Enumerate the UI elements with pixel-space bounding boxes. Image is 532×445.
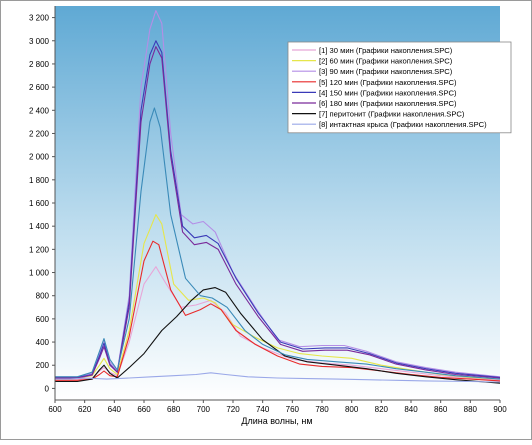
x-tick-label: 620 xyxy=(78,405,92,414)
x-axis-label: Длина волны, нм xyxy=(241,416,312,426)
y-tick-label: 1 600 xyxy=(29,199,50,208)
legend-entry-label: [7] перитонит (Графики накопления.SPC) xyxy=(319,110,465,119)
y-tick-label: 200 xyxy=(36,361,50,370)
y-tick-label: 3 200 xyxy=(29,14,50,23)
series-line-8 xyxy=(55,372,501,383)
x-tick-label: 760 xyxy=(286,405,300,414)
y-tick-label: 2 200 xyxy=(29,129,50,138)
legend-box xyxy=(287,41,512,134)
y-tick-label: 600 xyxy=(36,315,50,324)
legend-entry-label: [8] интактная крыса (Графики накопления.… xyxy=(319,120,487,129)
series-line-5 xyxy=(55,40,501,378)
series-line-1 xyxy=(55,266,501,381)
legend-entry-label: [1] 30 мин (Графики накопления.SPC) xyxy=(319,46,453,55)
x-tick-label: 820 xyxy=(375,405,389,414)
x-tick-label: 860 xyxy=(434,405,448,414)
y-tick-label: 2 400 xyxy=(29,106,50,115)
x-tick-label: 680 xyxy=(167,405,181,414)
y-tick-label: 3 000 xyxy=(29,37,50,46)
y-tick-label: 1 000 xyxy=(29,269,50,278)
y-tick-label: 1 400 xyxy=(29,222,50,231)
x-tick-label: 640 xyxy=(108,405,122,414)
x-tick-label: 600 xyxy=(48,405,62,414)
x-tick-label: 800 xyxy=(345,405,359,414)
legend-entry-label: [4] 150 мин (Графики накопления.SPC) xyxy=(319,88,457,97)
x-tick-label: 880 xyxy=(464,405,478,414)
axes-layer: 600 620 640 660 680 700 720 740 760 780 800 820 840 8… xyxy=(29,6,507,414)
series-line-6 xyxy=(55,46,501,379)
series-layer xyxy=(55,10,501,384)
series-line-2 xyxy=(55,214,501,380)
x-tick-label: 900 xyxy=(493,405,507,414)
y-tick-label: 2 000 xyxy=(29,153,50,162)
x-tick-label: 740 xyxy=(256,405,270,414)
y-tick-label: 2 800 xyxy=(29,60,50,69)
y-tick-label: 800 xyxy=(36,292,50,301)
legend-entry-label: [2] 60 мин (Графики накопления.SPC) xyxy=(319,57,453,66)
series-line-7 xyxy=(55,287,501,384)
x-tick-label: 780 xyxy=(315,405,329,414)
y-tick-label: 400 xyxy=(36,338,50,347)
y-tick-label: 1 800 xyxy=(29,176,50,185)
y-tick-label: 0 xyxy=(45,384,50,393)
y-tick-label: 2 600 xyxy=(29,83,50,92)
y-tick-label: 1 200 xyxy=(29,245,50,254)
x-tick-label: 840 xyxy=(404,405,418,414)
x-tick-label: 700 xyxy=(197,405,211,414)
legend: [1] 30 мин (Графики накопления.SPC) [2] 6… xyxy=(287,41,512,134)
legend-entry-label: [3] 90 мин (Графики накопления.SPC) xyxy=(319,67,453,76)
legend-entry-label: [6] 180 мин (Графики накопления.SPC) xyxy=(319,99,457,108)
legend-entry-label: [5] 120 мин (Графики накопления.SPC) xyxy=(319,78,457,87)
x-tick-label: 660 xyxy=(137,405,151,414)
x-tick-label: 720 xyxy=(226,405,240,414)
series-line-9 xyxy=(55,107,501,380)
